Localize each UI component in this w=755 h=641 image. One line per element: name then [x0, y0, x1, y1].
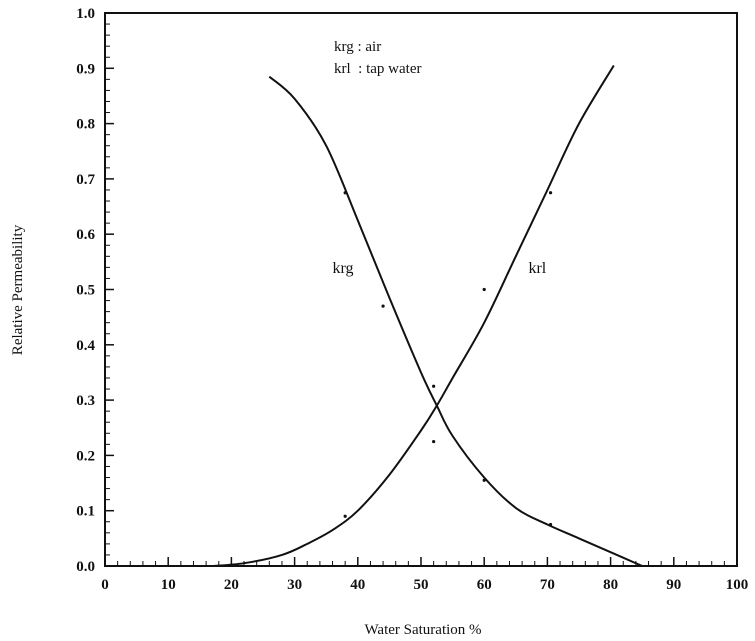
x-tick-label: 10 — [161, 577, 176, 593]
y-tick-label: 0.2 — [76, 448, 95, 464]
plot-frame — [104, 12, 738, 567]
x-axis-title: Water Saturation % — [364, 622, 481, 638]
data-point — [343, 191, 347, 195]
x-tick-label: 30 — [287, 577, 302, 593]
y-tick-label: 1.0 — [76, 6, 95, 22]
y-tick-label: 0.4 — [76, 338, 95, 354]
series-line-krl — [212, 64, 615, 567]
data-point — [482, 478, 486, 482]
curve-labels: krg krl — [333, 260, 547, 277]
data-point — [432, 439, 436, 444]
x-tick-label: 50 — [414, 577, 429, 593]
x-tick-label: 80 — [603, 577, 618, 593]
data-point — [548, 191, 553, 195]
x-tick-label: 60 — [477, 577, 492, 593]
y-tick-labels: 0.0 0.1 0.2 0.3 0.4 0.5 0.6 0.7 0.8 0.9 1.0 — [76, 6, 95, 575]
y-tick-label: 0.8 — [76, 117, 95, 133]
x-tick-label: 0 — [101, 577, 109, 593]
y-tick-label: 0.0 — [76, 559, 95, 575]
curve-label-krg: krg — [333, 260, 354, 277]
data-point — [343, 514, 347, 518]
y-tick-label: 0.3 — [76, 393, 95, 409]
axis-ticks — [104, 12, 738, 567]
data-point — [548, 522, 553, 527]
y-tick-label: 0.6 — [76, 227, 95, 243]
x-tick-labels: 0 10 20 30 40 50 60 70 80 90 100 — [101, 577, 748, 593]
y-tick-label: 0.7 — [76, 172, 95, 188]
series-line-krg — [268, 75, 643, 567]
y-tick-label: 0.5 — [76, 283, 95, 299]
legend-entry-air: krg : air — [334, 39, 381, 55]
curves — [212, 64, 643, 567]
x-tick-label: 20 — [224, 577, 239, 593]
legend-entry-tap-water: krl : tap water — [334, 61, 421, 77]
x-tick-label: 90 — [666, 577, 681, 593]
y-tick-label: 0.1 — [76, 504, 95, 520]
data-point — [482, 287, 486, 292]
data-point — [381, 304, 385, 308]
curve-label-krl: krl — [528, 260, 546, 277]
y-tick-label: 0.9 — [76, 61, 95, 77]
data-point — [432, 384, 436, 388]
x-tick-label: 100 — [726, 577, 749, 593]
x-tick-label: 40 — [350, 577, 365, 593]
y-axis-title: Relative Permeability — [10, 224, 26, 355]
data-points — [343, 191, 553, 527]
x-tick-label: 70 — [540, 577, 555, 593]
